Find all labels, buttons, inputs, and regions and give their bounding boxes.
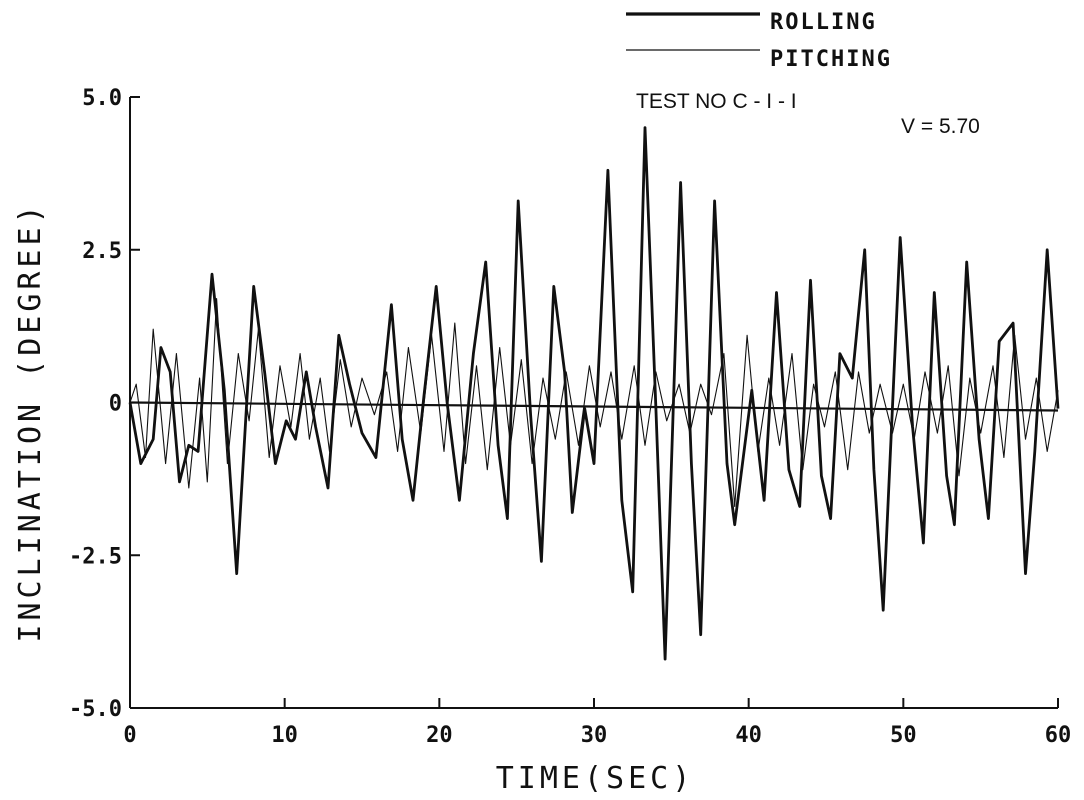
x-tick-label: 20 <box>426 723 453 748</box>
legend: ROLLING PITCHING <box>626 10 892 72</box>
speed-annotation: V = 5.70 <box>901 115 980 138</box>
x-tick-label: 30 <box>581 723 608 748</box>
x-axis-title: TIME(SEC) <box>496 761 695 796</box>
y-axis-title: INCLINATION (DEGREE) <box>13 201 48 642</box>
x-tick-label: 50 <box>890 723 917 748</box>
y-tick-label: 0 <box>109 392 122 417</box>
x-tick-label: 10 <box>271 723 298 748</box>
legend-label-pitching: PITCHING <box>770 47 892 72</box>
series-line-pitching <box>129 298 1059 507</box>
y-tick-label: -2.5 <box>69 544 122 569</box>
test-number-annotation: TEST NO C - I - I <box>636 90 797 113</box>
legend-label-rolling: ROLLING <box>770 10 877 35</box>
y-tick-label: 5.0 <box>82 86 122 111</box>
y-tick-label: 2.5 <box>82 239 122 264</box>
x-tick-label: 60 <box>1045 723 1072 748</box>
zero-baseline <box>129 401 1059 412</box>
ticks: 0 10 20 30 40 50 60 5.0 2.5 0 -2.5 -5.0 <box>69 86 1071 748</box>
x-tick-label: 40 <box>735 723 762 748</box>
series-line-rolling <box>128 126 1060 661</box>
x-tick-label: 0 <box>123 723 136 748</box>
series-layer <box>128 126 1060 661</box>
y-tick-label: -5.0 <box>69 697 122 722</box>
